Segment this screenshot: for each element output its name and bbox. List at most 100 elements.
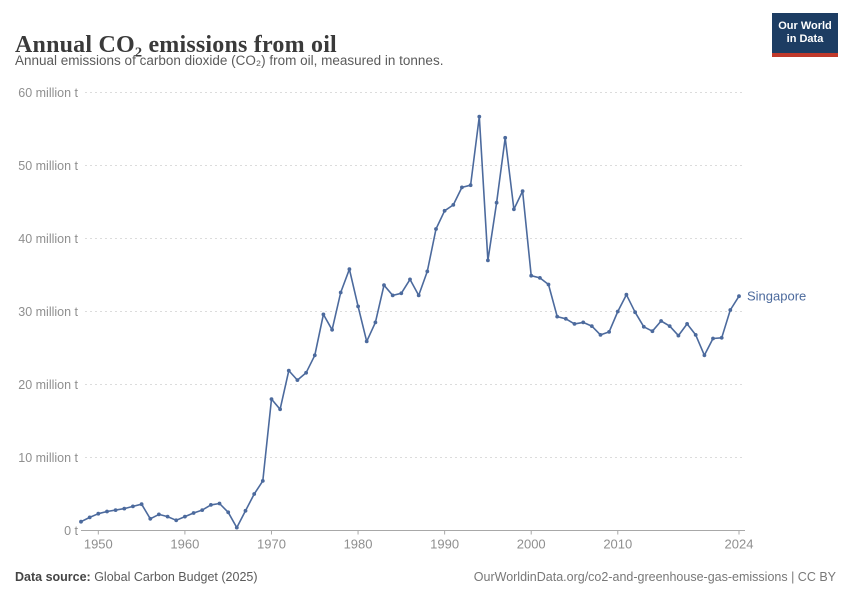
data-point-marker[interactable] [615, 309, 620, 314]
data-point-marker[interactable] [191, 511, 196, 515]
data-point-marker[interactable] [234, 525, 239, 530]
data-point-marker[interactable] [347, 267, 352, 272]
data-point-marker[interactable] [728, 308, 733, 312]
data-point-marker[interactable] [399, 291, 404, 296]
data-point-marker[interactable] [503, 135, 508, 140]
data-point-marker[interactable] [183, 514, 187, 519]
data-point-marker[interactable] [356, 304, 360, 309]
data-point-marker[interactable] [737, 294, 741, 299]
data-point-marker[interactable] [486, 258, 490, 263]
data-point-marker[interactable] [87, 515, 92, 520]
data-point-marker[interactable] [538, 276, 542, 280]
data-point-marker[interactable] [685, 322, 689, 326]
owid-logo-line1: Our World [778, 20, 832, 32]
data-point-marker[interactable] [304, 370, 308, 375]
data-point-marker[interactable] [589, 324, 594, 328]
x-axis-tick-label: 2024 [725, 537, 754, 552]
data-point-marker[interactable] [330, 327, 334, 332]
owid-logo-box: Our World in Data [772, 13, 838, 53]
data-point-marker[interactable] [321, 312, 326, 317]
data-point-marker[interactable] [295, 378, 300, 382]
data-point-marker[interactable] [373, 320, 378, 325]
x-axis-tick-label: 1970 [257, 537, 286, 552]
data-point-marker[interactable] [633, 310, 637, 315]
data-point-marker[interactable] [416, 293, 421, 298]
data-point-marker[interactable] [546, 282, 551, 287]
x-axis-tick-label: 1990 [430, 537, 459, 552]
data-point-marker[interactable] [390, 293, 395, 298]
owid-logo: Our World in Data [772, 13, 838, 57]
data-point-marker[interactable] [468, 183, 473, 188]
data-point-marker[interactable] [96, 511, 101, 516]
data-point-marker[interactable] [269, 397, 274, 401]
series-label-singapore[interactable]: Singapore [747, 289, 806, 304]
data-point-marker[interactable] [520, 189, 525, 194]
data-point-marker[interactable] [312, 353, 317, 358]
owid-credit-link[interactable]: OurWorldinData.org/co2-and-greenhouse-ga… [473, 570, 836, 584]
data-point-marker[interactable] [139, 502, 144, 507]
data-point-marker[interactable] [260, 479, 265, 483]
data-source-note: Data source: Global Carbon Budget (2025) [15, 570, 258, 584]
data-point-marker[interactable] [719, 335, 724, 340]
x-axis-tick-label: 2000 [517, 537, 546, 552]
data-point-marker[interactable] [122, 506, 127, 511]
x-axis-tick-label: 2010 [603, 537, 632, 552]
data-point-marker[interactable] [113, 508, 118, 512]
data-point-marker[interactable] [624, 292, 629, 297]
data-point-marker[interactable] [252, 492, 257, 496]
data-point-marker[interactable] [460, 185, 464, 190]
data-point-marker[interactable] [607, 330, 611, 334]
data-point-marker[interactable] [200, 508, 205, 512]
data-point-marker[interactable] [563, 316, 568, 321]
data-point-marker[interactable] [165, 514, 170, 519]
data-point-marker[interactable] [572, 322, 577, 326]
y-axis-tick-label: 50 million t [18, 159, 78, 173]
data-point-marker[interactable] [442, 208, 447, 213]
data-point-marker[interactable] [286, 368, 291, 373]
data-point-marker[interactable] [226, 510, 231, 515]
y-axis-tick-label: 30 million t [18, 305, 78, 319]
data-point-marker[interactable] [494, 200, 499, 205]
data-point-marker[interactable] [243, 508, 248, 513]
data-point-marker[interactable] [364, 339, 369, 344]
data-point-marker[interactable] [529, 273, 534, 278]
data-point-marker[interactable] [702, 353, 707, 358]
data-point-marker[interactable] [711, 336, 715, 341]
data-point-marker[interactable] [659, 319, 663, 323]
data-point-marker[interactable] [174, 518, 179, 523]
data-point-marker[interactable] [209, 503, 213, 507]
data-point-marker[interactable] [382, 283, 386, 288]
data-point-marker[interactable] [598, 333, 603, 337]
data-point-marker[interactable] [131, 504, 135, 509]
data-point-marker[interactable] [105, 509, 109, 514]
y-axis-tick-label: 10 million t [18, 451, 78, 465]
data-point-marker[interactable] [338, 290, 343, 295]
data-point-marker[interactable] [555, 314, 560, 319]
data-point-marker[interactable] [157, 512, 161, 517]
y-axis-tick-label: 40 million t [18, 232, 78, 246]
data-point-marker[interactable] [79, 519, 83, 524]
y-axis-tick-label: 60 million t [18, 86, 78, 100]
data-point-marker[interactable] [641, 324, 646, 329]
data-point-marker[interactable] [512, 207, 516, 212]
data-point-marker[interactable] [451, 203, 456, 207]
data-point-marker[interactable] [667, 324, 672, 328]
data-point-marker[interactable] [676, 333, 681, 338]
chart-title: Annual CO₂ emissions from oil [15, 32, 337, 59]
data-point-marker[interactable] [650, 329, 655, 334]
data-point-marker[interactable] [425, 269, 430, 274]
data-point-marker[interactable] [148, 516, 153, 521]
data-point-marker[interactable] [693, 333, 698, 337]
data-point-marker[interactable] [434, 227, 438, 231]
data-point-marker[interactable] [581, 320, 586, 325]
x-axis-tick-label: 1950 [84, 537, 113, 552]
data-point-marker[interactable] [278, 407, 282, 412]
y-axis-tick-label: 20 million t [18, 378, 78, 392]
data-point-marker[interactable] [217, 501, 222, 506]
owid-logo-red-bar [772, 53, 838, 57]
emissions-line[interactable] [80, 115, 740, 529]
data-point-marker[interactable] [408, 277, 412, 282]
data-point-marker[interactable] [477, 114, 482, 119]
